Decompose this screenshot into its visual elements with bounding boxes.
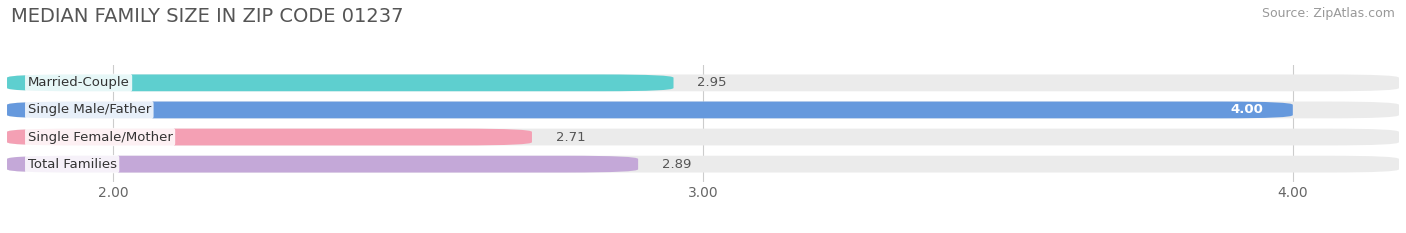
Text: MEDIAN FAMILY SIZE IN ZIP CODE 01237: MEDIAN FAMILY SIZE IN ZIP CODE 01237	[11, 7, 404, 26]
Text: 2.95: 2.95	[697, 76, 727, 89]
FancyBboxPatch shape	[7, 156, 638, 172]
FancyBboxPatch shape	[7, 129, 531, 145]
Text: 2.89: 2.89	[662, 158, 692, 171]
Text: Single Female/Mother: Single Female/Mother	[28, 130, 173, 144]
FancyBboxPatch shape	[7, 102, 1292, 118]
Text: Total Families: Total Families	[28, 158, 117, 171]
FancyBboxPatch shape	[7, 102, 1399, 118]
Text: 4.00: 4.00	[1230, 103, 1264, 116]
FancyBboxPatch shape	[7, 156, 1399, 172]
Text: Single Male/Father: Single Male/Father	[28, 103, 150, 116]
Text: Married-Couple: Married-Couple	[28, 76, 129, 89]
FancyBboxPatch shape	[7, 129, 1399, 145]
FancyBboxPatch shape	[7, 75, 673, 91]
FancyBboxPatch shape	[7, 75, 1399, 91]
Text: Source: ZipAtlas.com: Source: ZipAtlas.com	[1261, 7, 1395, 20]
Text: 2.71: 2.71	[555, 130, 585, 144]
